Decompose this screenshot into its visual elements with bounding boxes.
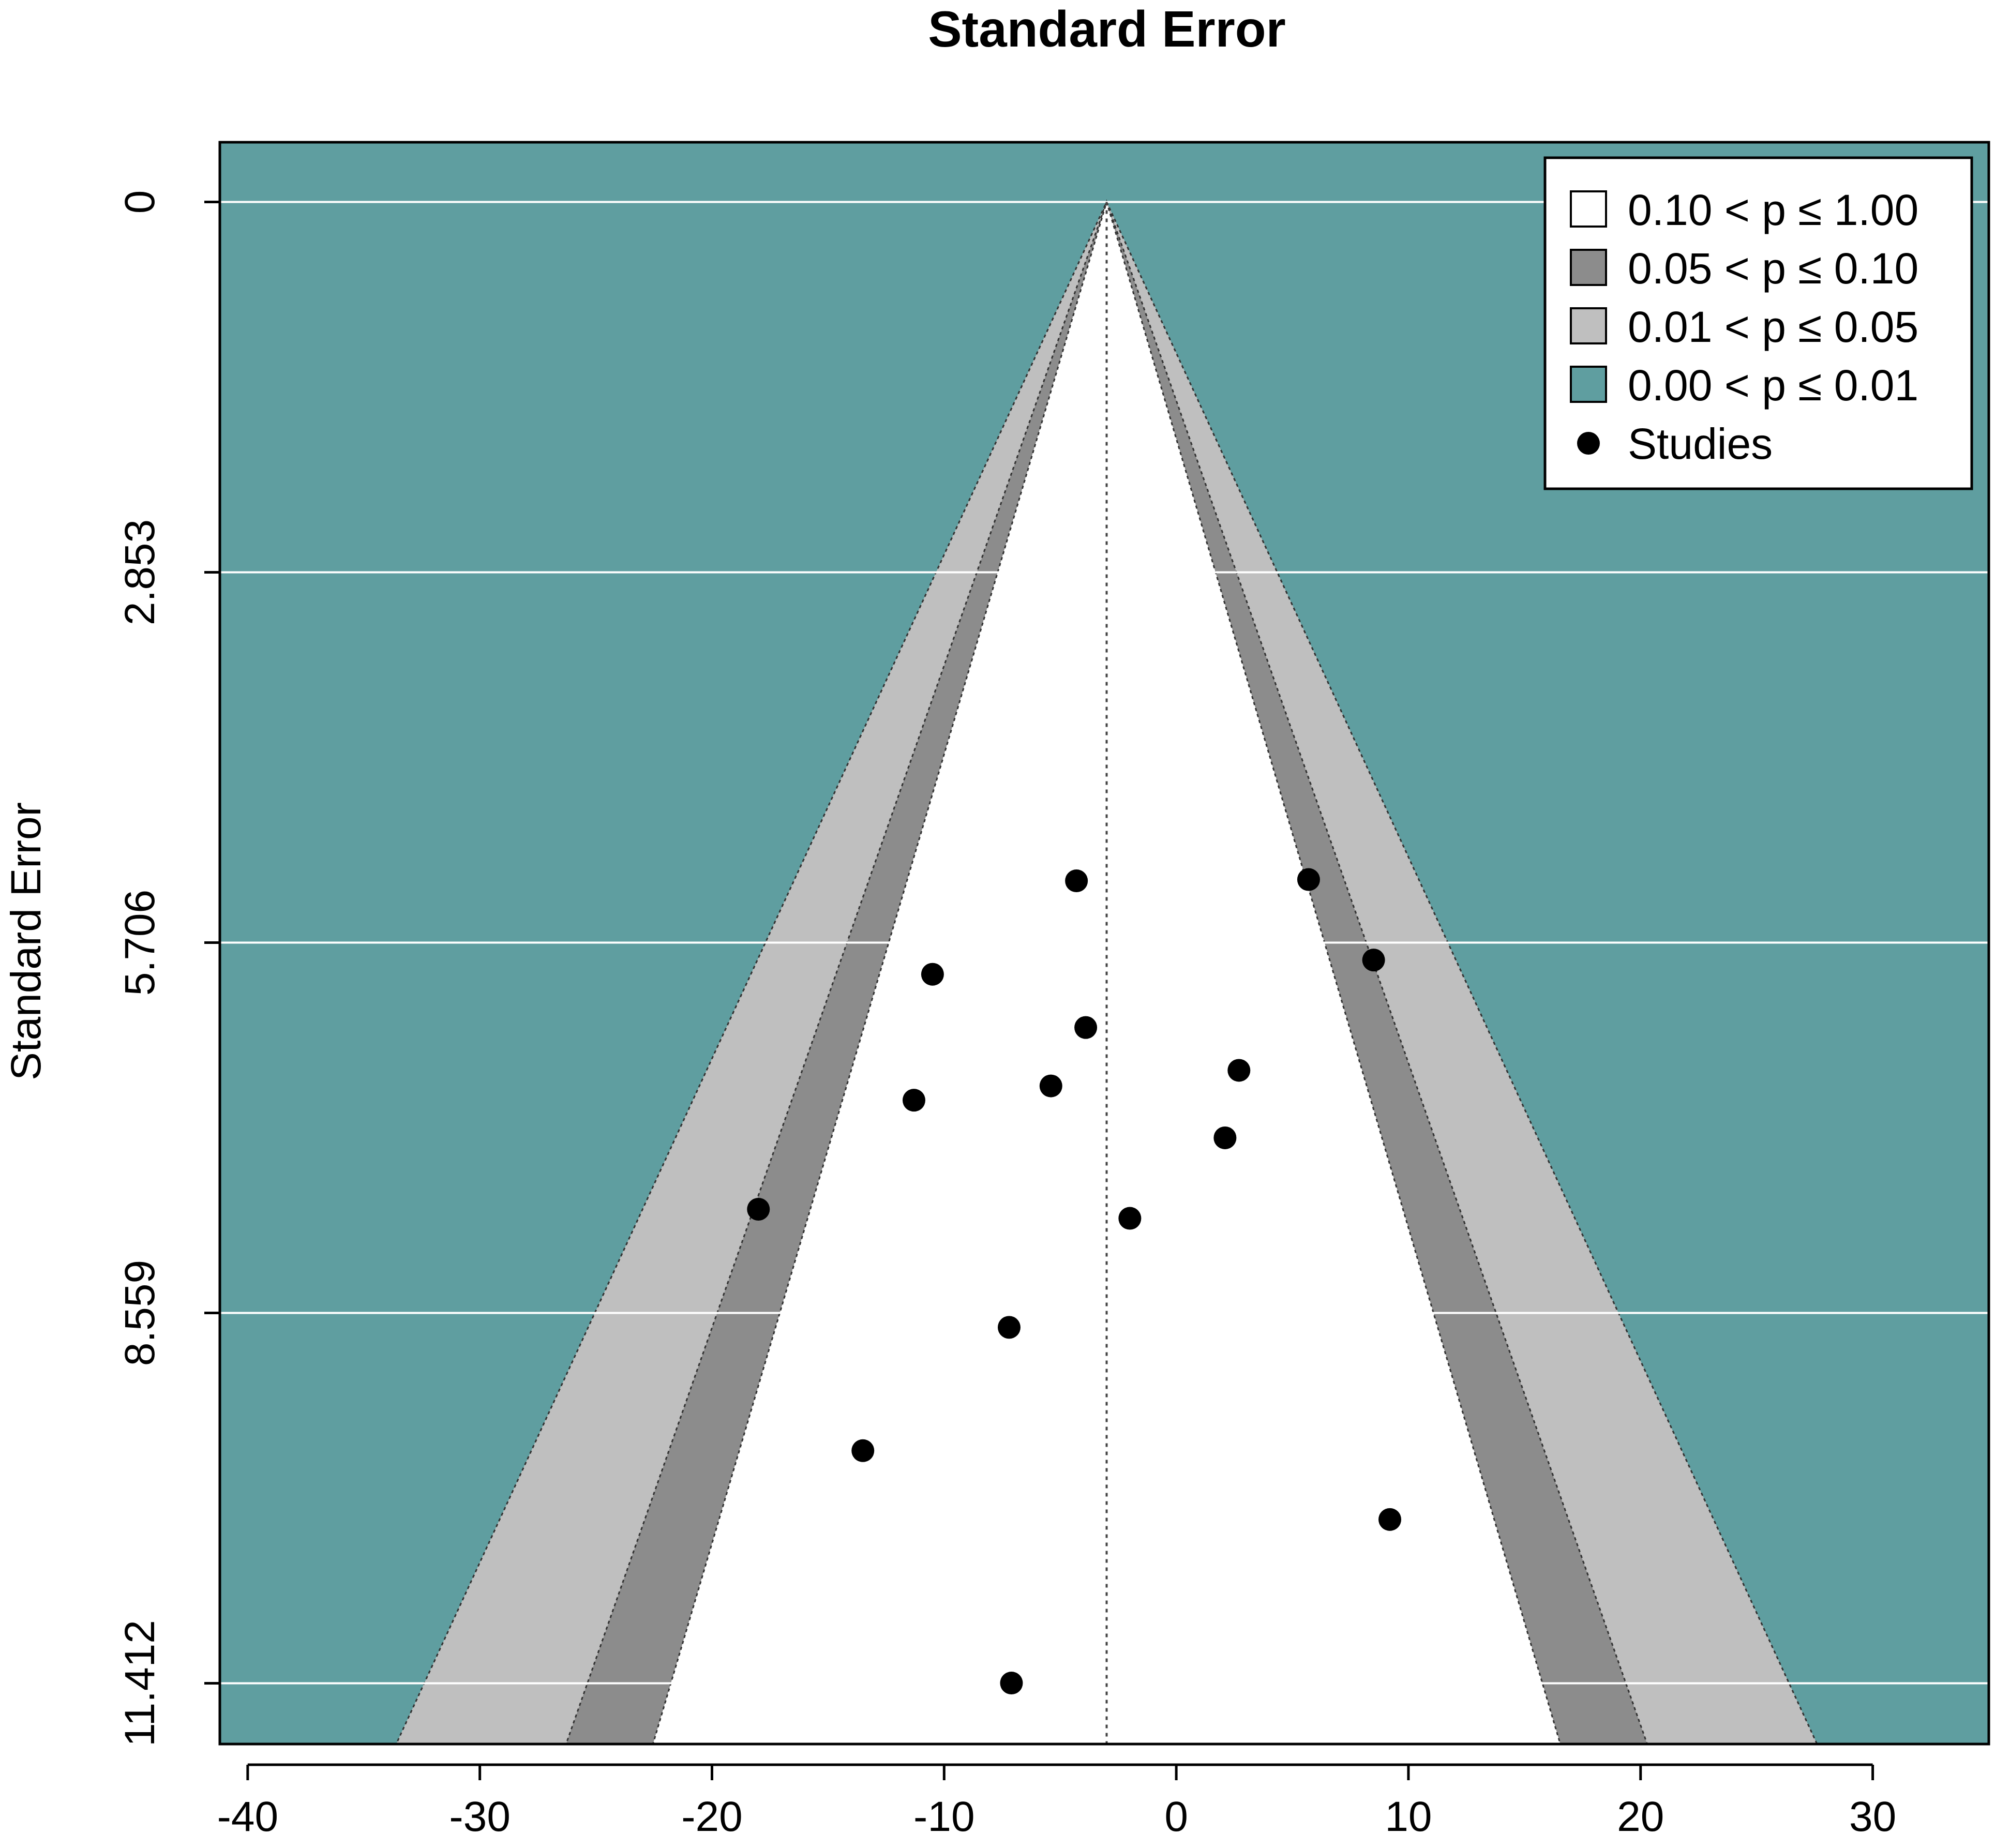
legend-label: Studies (1628, 419, 1773, 468)
legend-label: 0.01 < p ≤ 0.05 (1628, 303, 1918, 351)
study-point (1118, 1207, 1142, 1230)
study-point (1000, 1672, 1023, 1695)
study-point (747, 1197, 770, 1221)
x-tick-label: 0 (1164, 1793, 1188, 1840)
x-tick-label: -30 (449, 1793, 511, 1840)
y-axis-label: Standard Error (3, 802, 50, 1080)
legend-label: 0.00 < p ≤ 0.01 (1628, 361, 1918, 410)
legend-swatch (1570, 366, 1607, 403)
y-tick-label: 2.853 (116, 519, 163, 625)
legend-marker (1577, 432, 1600, 455)
study-point (921, 963, 944, 986)
x-tick-label: 30 (1849, 1793, 1896, 1840)
x-tick-label: 20 (1617, 1793, 1664, 1840)
study-point (1074, 1016, 1098, 1039)
legend-swatch (1570, 249, 1607, 286)
x-tick-label: -20 (681, 1793, 743, 1840)
study-point (1297, 868, 1320, 891)
legend-swatch (1570, 190, 1607, 228)
chart-title: Standard Error (928, 1, 1286, 57)
y-tick-label: 5.706 (116, 890, 163, 996)
legend-label: 0.10 < p ≤ 1.00 (1628, 186, 1918, 234)
study-point (1227, 1059, 1251, 1082)
study-point (902, 1089, 925, 1112)
study-point (1362, 949, 1385, 972)
study-point (1039, 1074, 1062, 1098)
y-tick-label: 11.412 (116, 1620, 163, 1747)
legend-label: 0.05 < p ≤ 0.10 (1628, 244, 1918, 293)
study-point (1065, 869, 1088, 893)
study-point (1213, 1126, 1237, 1149)
x-tick-label: -40 (217, 1793, 279, 1840)
study-point (851, 1439, 875, 1462)
legend: 0.10 < p ≤ 1.00 0.05 < p ≤ 0.10 0.01 < p ≤… (1543, 156, 1973, 490)
y-tick-label: 0 (116, 190, 163, 214)
study-point (997, 1316, 1021, 1339)
y-tick-label: 8.559 (116, 1260, 163, 1366)
x-tick-label: -10 (913, 1793, 975, 1840)
x-tick-label: 10 (1385, 1793, 1432, 1840)
legend-box (1543, 156, 1973, 490)
axes: -40 -30 -20 -10 0 10 20 30 0 2.853 5.706 8.559 11.41… (116, 141, 1990, 1840)
study-point (1378, 1508, 1402, 1531)
legend-swatch (1570, 307, 1607, 344)
